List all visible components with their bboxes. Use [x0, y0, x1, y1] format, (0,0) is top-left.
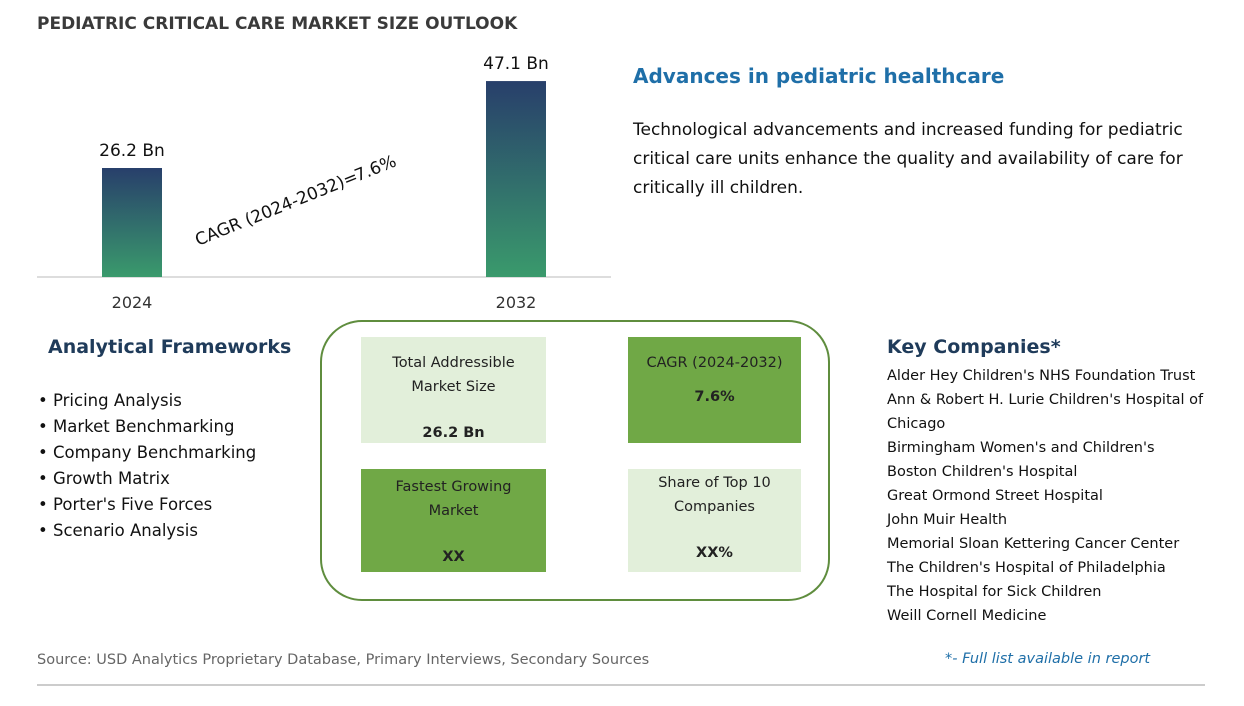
metric-label: Total Addressible Market Size: [392, 355, 515, 395]
metric-label: Share of Top 10 Companies: [658, 475, 771, 515]
companies-title: Key Companies*: [887, 336, 1061, 358]
metric-box: CAGR (2024-2032) 7.6%: [628, 337, 801, 443]
metric-value: 7.6%: [694, 389, 735, 405]
bar: [486, 81, 546, 278]
highlight-title: Advances in pediatric healthcare: [633, 64, 1005, 88]
frameworks-list: Pricing AnalysisMarket BenchmarkingCompa…: [38, 388, 256, 544]
list-item: Boston Children's Hospital: [887, 464, 1078, 480]
page-title: PEDIATRIC CRITICAL CARE MARKET SIZE OUTL…: [37, 14, 518, 34]
list-item: Weill Cornell Medicine: [887, 608, 1047, 624]
chart: CAGR (2024-2032)= 7.6% 26.2 Bn 2024 47.1 B…: [37, 54, 611, 312]
metric-value: XX: [442, 549, 465, 565]
list-item: Ann & Robert H. Lurie Children's Hospita…: [887, 392, 1204, 432]
cagr-annotation: CAGR (2024-2032)= 7.6%: [192, 151, 399, 250]
list-item: The Hospital for Sick Children: [887, 584, 1102, 600]
list-item: Growth Matrix: [38, 466, 256, 492]
metric-box: Share of Top 10 Companies XX%: [628, 469, 801, 572]
list-item: Memorial Sloan Kettering Cancer Center: [887, 536, 1180, 552]
list-item: Market Benchmarking: [38, 414, 256, 440]
bar: [102, 168, 162, 277]
metric-box: Fastest Growing Market XX: [361, 469, 546, 572]
list-item: Great Ormond Street Hospital: [887, 488, 1103, 504]
list-item: The Children's Hospital of Philadelphia: [887, 560, 1166, 576]
metric-label: CAGR (2024-2032): [646, 355, 783, 371]
source: Source: USD Analytics Proprietary Databa…: [37, 652, 650, 668]
x-tick-label: 2032: [496, 293, 537, 312]
list-item: John Muir Health: [887, 512, 1008, 528]
value-label: 26.2 Bn: [99, 141, 165, 161]
x-tick-label: 2024: [112, 293, 153, 312]
annotation-label: CAGR (2024-2032)=: [192, 167, 361, 251]
highlight-text: Technological advancements and increased…: [633, 120, 1183, 198]
annotation-value: 7.6%: [352, 151, 400, 186]
metric-box: Total Addressible Market Size 26.2 Bn: [361, 337, 546, 443]
list-item: Pricing Analysis: [38, 388, 256, 414]
metric-value: XX%: [696, 545, 733, 561]
list-item: Scenario Analysis: [38, 518, 256, 544]
metrics-frame: [320, 320, 830, 601]
companies-list: Alder Hey Children's NHS Foundation Trus…: [887, 364, 1217, 628]
note: *- Full list available in report: [945, 651, 1151, 667]
divider: [37, 684, 1205, 686]
list-item: Porter's Five Forces: [38, 492, 256, 518]
value-label: 47.1 Bn: [483, 54, 549, 74]
metric-value: 26.2 Bn: [422, 425, 485, 441]
metric-label: Fastest Growing Market: [395, 479, 512, 519]
frameworks-title: Analytical Frameworks: [48, 336, 292, 358]
list-item: Alder Hey Children's NHS Foundation Trus…: [887, 368, 1196, 384]
list-item: Company Benchmarking: [38, 440, 256, 466]
list-item: Birmingham Women's and Children's: [887, 440, 1155, 456]
